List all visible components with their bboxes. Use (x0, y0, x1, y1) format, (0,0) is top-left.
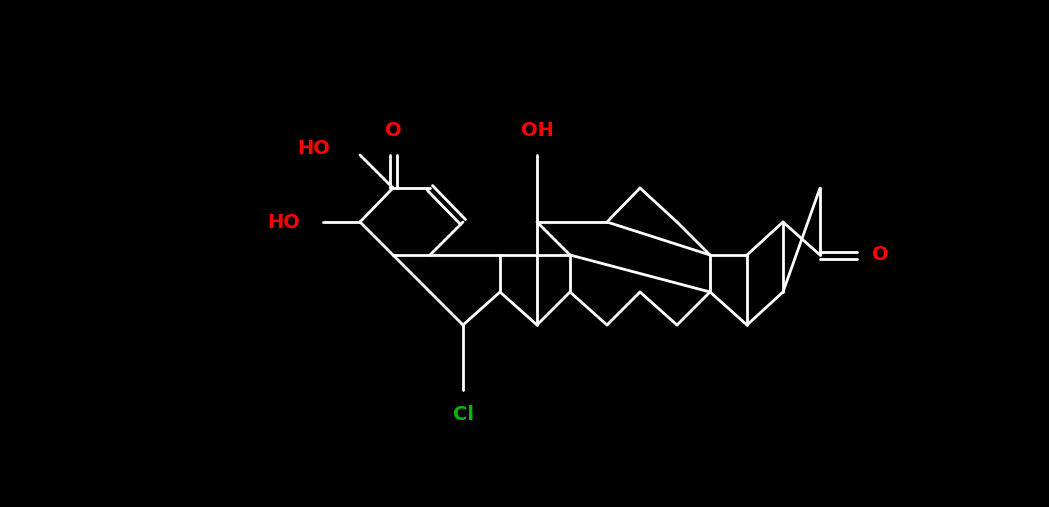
Text: HO: HO (267, 212, 300, 232)
Text: Cl: Cl (452, 405, 473, 424)
Text: HO: HO (297, 138, 330, 158)
Text: OH: OH (520, 121, 554, 140)
Text: O: O (872, 245, 889, 265)
Text: O: O (385, 121, 402, 140)
